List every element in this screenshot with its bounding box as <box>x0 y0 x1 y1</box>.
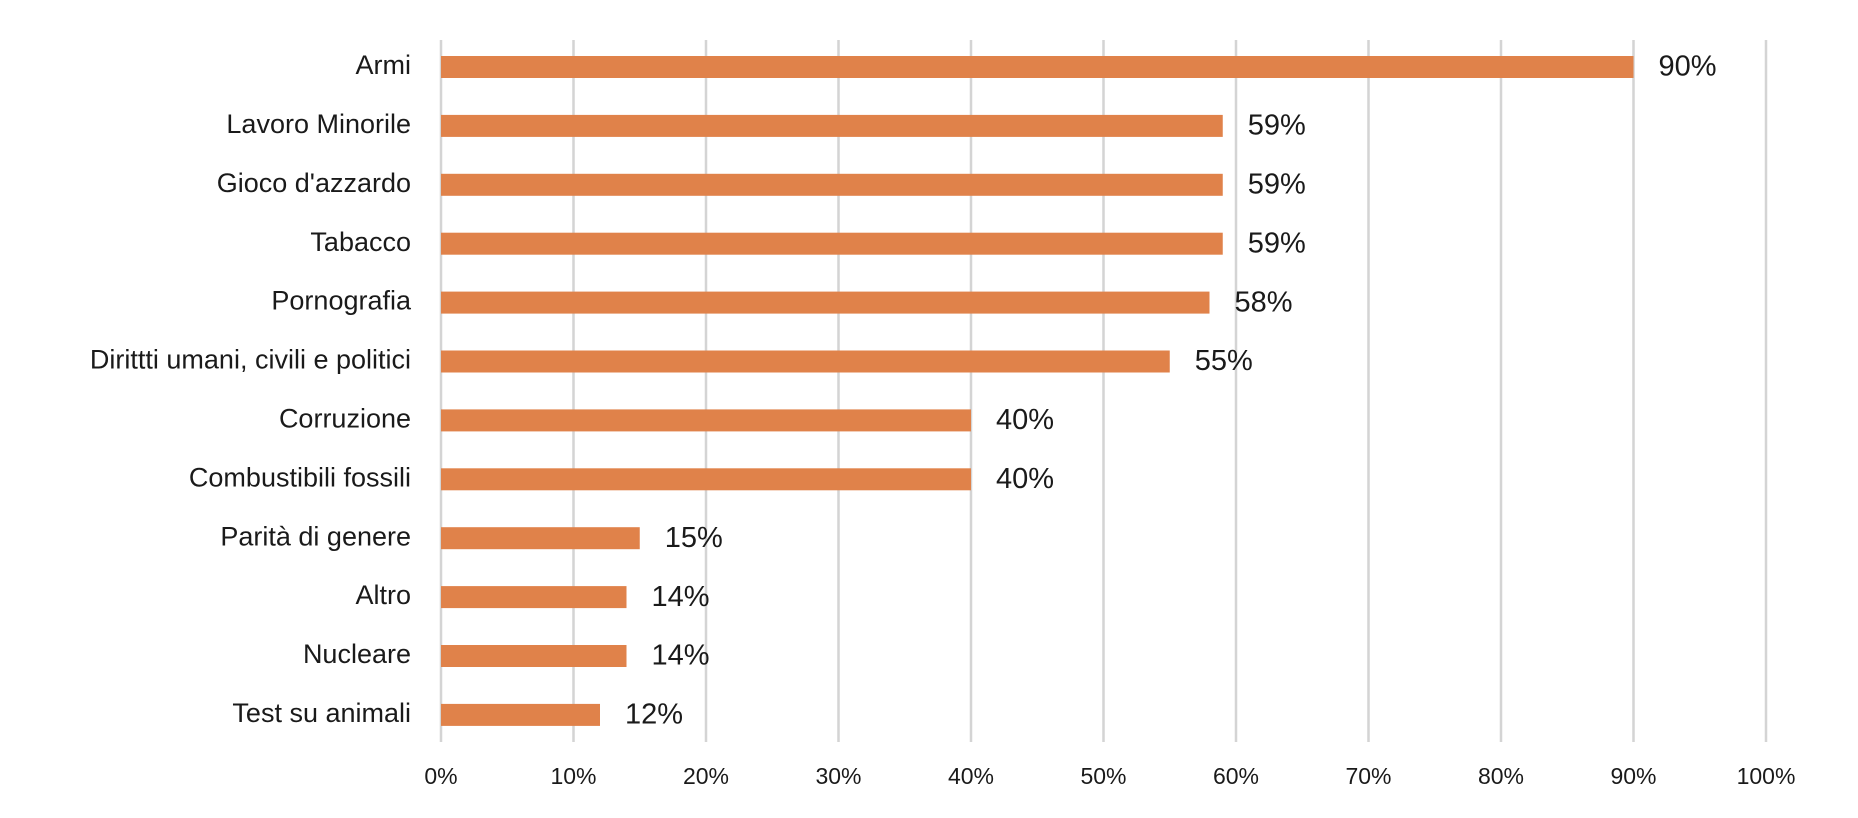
x-tick-label: 80% <box>1478 763 1524 789</box>
category-label: Corruzione <box>279 404 411 434</box>
x-tick-label: 20% <box>683 763 729 789</box>
x-tick-label: 70% <box>1345 763 1391 789</box>
category-labels: Armi Lavoro Minorile Gioco d'azzardo Tabacc… <box>90 50 412 728</box>
category-label: Test su animali <box>232 698 411 728</box>
data-label: 12% <box>625 699 683 731</box>
data-label: 15% <box>665 522 723 554</box>
data-label: 55% <box>1195 345 1253 377</box>
data-label: 14% <box>652 640 710 672</box>
category-label: Parità di genere <box>220 521 411 551</box>
category-label: Gioco d'azzardo <box>217 168 411 198</box>
x-tick-label: 0% <box>424 763 457 789</box>
x-tick-label: 100% <box>1737 763 1796 789</box>
bar <box>441 586 627 609</box>
x-tick-label: 60% <box>1213 763 1259 789</box>
category-label: Pornografia <box>271 286 412 316</box>
bar <box>441 114 1223 137</box>
x-tick-label: 90% <box>1610 763 1656 789</box>
x-tick-label: 50% <box>1080 763 1126 789</box>
x-tick-label: 30% <box>815 763 861 789</box>
bar <box>441 173 1223 196</box>
category-label: Tabacco <box>310 227 411 257</box>
data-label: 14% <box>652 581 710 613</box>
data-labels: 90% 59% 59% 59% 58% 55% 40% 40% 15% 14% 14% 12% <box>625 51 1717 731</box>
bar <box>441 350 1170 373</box>
data-label: 90% <box>1659 51 1717 83</box>
bar <box>441 232 1223 255</box>
data-label: 40% <box>996 404 1054 436</box>
data-label: 59% <box>1248 227 1306 259</box>
bars <box>441 56 1634 726</box>
x-tick-label: 40% <box>948 763 994 789</box>
category-label: Lavoro Minorile <box>226 109 411 139</box>
bar <box>441 703 600 726</box>
data-label: 59% <box>1248 110 1306 142</box>
x-tick-label: 10% <box>550 763 596 789</box>
category-label: Altro <box>355 580 411 610</box>
bar <box>441 56 1634 78</box>
bar <box>441 645 627 667</box>
data-label: 59% <box>1248 168 1306 200</box>
x-axis-ticks: 0% 10% 20% 30% 40% 50% 60% 70% 80% 90% 100% <box>424 763 1795 789</box>
category-label: Dirittti umani, civili e politici <box>90 345 411 375</box>
bar <box>441 291 1210 314</box>
category-label: Nucleare <box>303 639 411 669</box>
data-label: 58% <box>1235 286 1293 318</box>
bar <box>441 409 971 432</box>
data-label: 40% <box>996 463 1054 495</box>
category-label: Combustibili fossili <box>189 462 411 492</box>
bar <box>441 468 971 491</box>
gridlines <box>439 40 1768 742</box>
category-label: Armi <box>356 50 412 80</box>
bar <box>441 527 640 550</box>
